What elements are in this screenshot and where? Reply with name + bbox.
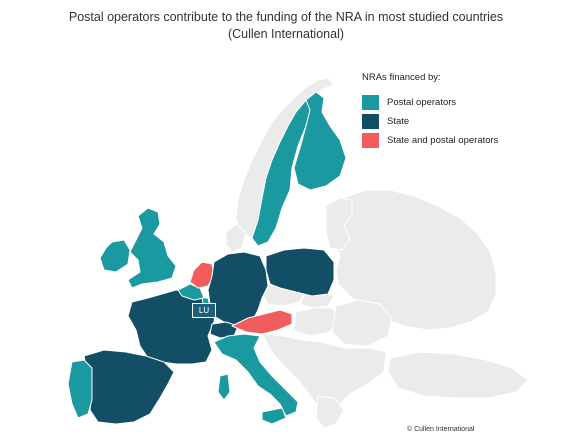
country-sardinia: [217, 373, 231, 401]
legend-swatch-postal: [362, 94, 379, 110]
country-finland: [293, 91, 347, 191]
title-line-1: Postal operators contribute to the fundi…: [68, 10, 504, 24]
country-ireland: [99, 239, 131, 273]
map-title: Postal operators contribute to the fundi…: [0, 9, 572, 43]
legend-heading: NRAs financed by:: [362, 72, 441, 83]
country-sicily: [261, 407, 287, 425]
country-spain: [83, 349, 175, 425]
source-credit: © Cullen International: [407, 426, 475, 433]
title-line-2: (Cullen International): [227, 27, 345, 41]
legend-label-mixed: State and postal operators: [387, 134, 499, 146]
country-italy: [213, 333, 299, 417]
studied-countries: [67, 91, 347, 425]
country-turkey: [387, 351, 529, 399]
country-united-kingdom: [127, 207, 177, 289]
country-denmark: [225, 223, 247, 253]
legend-swatch-state: [362, 113, 379, 129]
country-estonia-latvia-lithuania: [325, 197, 353, 251]
country-greece: [315, 395, 345, 429]
legend-swatch-mixed: [362, 132, 379, 148]
country-austria: [231, 309, 293, 335]
country-poland: [265, 247, 335, 297]
country-balkans: [261, 333, 387, 413]
map-legend: NRAs financed by: Postal operators State…: [362, 72, 562, 151]
legend-item-postal-operators: Postal operators: [362, 94, 562, 110]
legend-label-postal: Postal operators: [387, 96, 457, 108]
legend-item-state-and-postal: State and postal operators: [362, 132, 562, 148]
legend-label-state: State: [387, 115, 410, 127]
country-romania: [331, 299, 393, 347]
country-portugal: [67, 359, 93, 419]
legend-item-state: State: [362, 113, 562, 129]
country-eastern-europe: [327, 189, 497, 331]
luxembourg-label: LU: [192, 303, 216, 318]
not-studied-countries: [225, 77, 529, 429]
